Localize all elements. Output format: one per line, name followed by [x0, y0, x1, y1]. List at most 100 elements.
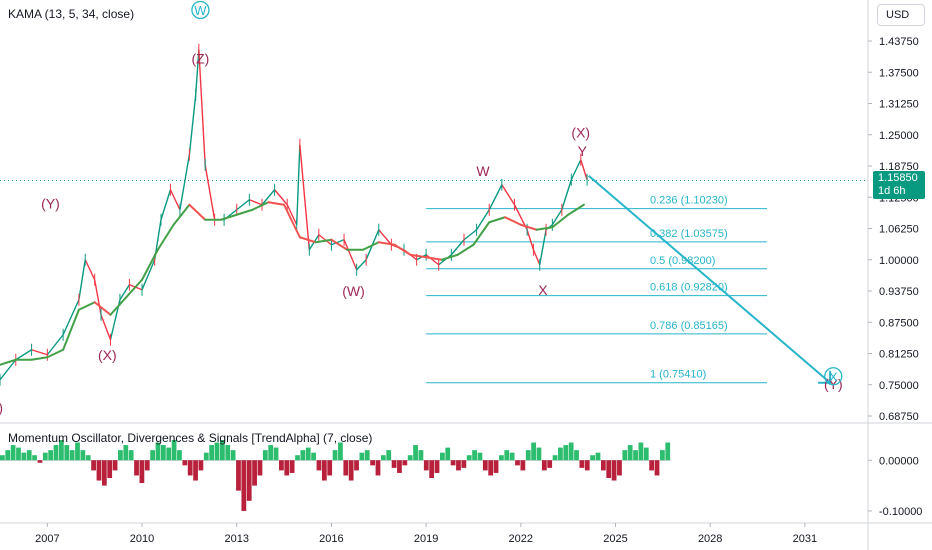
kama-series: [0, 201, 585, 366]
osc-bar: [214, 442, 220, 461]
y-tick-label: 0.81250: [879, 349, 919, 361]
projection-arrow[interactable]: [588, 174, 832, 384]
fib-level-label: 0.786 (0.85165): [650, 320, 728, 332]
price-segment: [198, 49, 206, 165]
kama-segment: [361, 241, 380, 251]
price-segment: [141, 259, 156, 291]
price-segment: [378, 229, 392, 246]
price-segment: [356, 259, 367, 271]
osc-bar: [541, 460, 547, 471]
wave-label[interactable]: (Y): [824, 376, 843, 392]
osc-bar: [182, 460, 188, 466]
kama-segment: [30, 356, 49, 361]
wave-label[interactable]: (Z): [191, 51, 209, 67]
price-segment: [551, 209, 563, 226]
x-tick-label: 2019: [414, 533, 438, 545]
price-segment: [236, 199, 250, 211]
osc-bar: [558, 447, 563, 461]
osc-bar: [268, 445, 274, 461]
osc-bar: [96, 460, 102, 481]
kama-segment: [251, 201, 270, 211]
fibonacci-retracement[interactable]: 0.236 (1.10230) 0.382 (1.03575) 0.5 (0.982…: [426, 195, 767, 384]
kama-segment: [425, 256, 443, 261]
osc-bar: [466, 455, 472, 461]
osc-bar: [134, 460, 139, 476]
wave-label[interactable]: X: [538, 282, 548, 298]
wave-label[interactable]: (X): [98, 347, 117, 363]
osc-bar: [0, 455, 5, 461]
price-segment: [62, 299, 80, 336]
osc-bar: [595, 452, 601, 461]
bar-countdown: 1d 6h: [878, 185, 906, 197]
osc-bar: [397, 460, 402, 473]
osc-bar: [574, 450, 579, 461]
price-series: [0, 43, 588, 386]
wave-label[interactable]: (Y): [41, 195, 60, 211]
oscillator-indicator-title[interactable]: Momentum Oscillator, Divergences & Signa…: [8, 431, 373, 445]
osc-bar: [123, 445, 129, 461]
kama-segment: [409, 253, 428, 259]
kama-segment: [472, 221, 491, 246]
osc-bar: [380, 455, 386, 461]
osc-bar: [434, 460, 440, 473]
osc-bar: [332, 450, 338, 461]
kama-segment: [219, 213, 238, 221]
wave-circle[interactable]: [824, 367, 843, 386]
osc-bar: [617, 460, 622, 476]
osc-bar: [48, 450, 54, 461]
price-segment: [539, 229, 547, 265]
wave-label[interactable]: W: [476, 163, 490, 179]
wave-circle-label: X: [829, 369, 838, 384]
osc-bar: [198, 460, 204, 471]
osc-bar: [53, 445, 59, 461]
projection-line[interactable]: [588, 174, 831, 384]
price-segment: [274, 189, 288, 206]
price-segment: [463, 229, 478, 241]
kama-segment: [109, 296, 128, 316]
wave-circle[interactable]: [191, 0, 210, 20]
currency-button[interactable]: USD: [877, 4, 925, 26]
osc-bar: [300, 450, 306, 461]
fib-level-label: 0.236 (1.10230): [650, 195, 728, 207]
y-tick-label: 0.87500: [879, 317, 919, 329]
osc-y-tick-label: -0.10000: [879, 506, 922, 518]
price-segment: [561, 179, 572, 210]
projection-arrowhead[interactable]: [818, 370, 832, 384]
osc-bar: [236, 460, 241, 491]
osc-bar: [402, 460, 408, 466]
kama-segment: [141, 248, 159, 281]
osc-bar: [311, 452, 316, 461]
osc-bar: [5, 450, 11, 461]
price-segment: [570, 159, 582, 181]
price-segment: [343, 239, 358, 271]
price-segment: [31, 349, 48, 356]
fib-level-label: 0.382 (1.03575): [650, 228, 728, 240]
osc-bar: [225, 445, 231, 461]
osc-bar: [273, 447, 279, 461]
osc-bar: [284, 460, 290, 476]
kama-segment: [93, 301, 112, 316]
wave-label[interactable]: (X): [0, 399, 3, 415]
osc-bar: [439, 452, 445, 461]
osc-bar: [262, 450, 268, 461]
price-segment: [501, 184, 516, 206]
osc-bar: [64, 445, 70, 461]
kama-segment: [440, 253, 459, 261]
osc-bar: [219, 440, 225, 461]
osc-bar: [450, 460, 456, 466]
osc-bar: [606, 460, 612, 478]
osc-bar: [579, 460, 585, 468]
wave-label[interactable]: (X): [571, 124, 590, 140]
osc-bar: [359, 452, 365, 461]
main-indicator-title[interactable]: KAMA (13, 5, 34, close): [8, 7, 135, 21]
wave-label[interactable]: Y: [578, 143, 588, 159]
osc-bar: [144, 460, 150, 471]
wave-label[interactable]: (W): [342, 283, 365, 299]
osc-bar: [26, 450, 32, 461]
osc-bar: [295, 455, 300, 461]
osc-bar: [472, 450, 477, 461]
osc-bar: [128, 450, 134, 461]
osc-bar: [590, 455, 596, 461]
kama-segment: [504, 216, 522, 226]
osc-bar: [643, 447, 649, 461]
